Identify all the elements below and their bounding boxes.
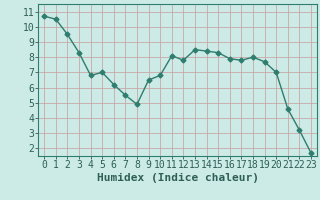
X-axis label: Humidex (Indice chaleur): Humidex (Indice chaleur) bbox=[97, 173, 259, 183]
